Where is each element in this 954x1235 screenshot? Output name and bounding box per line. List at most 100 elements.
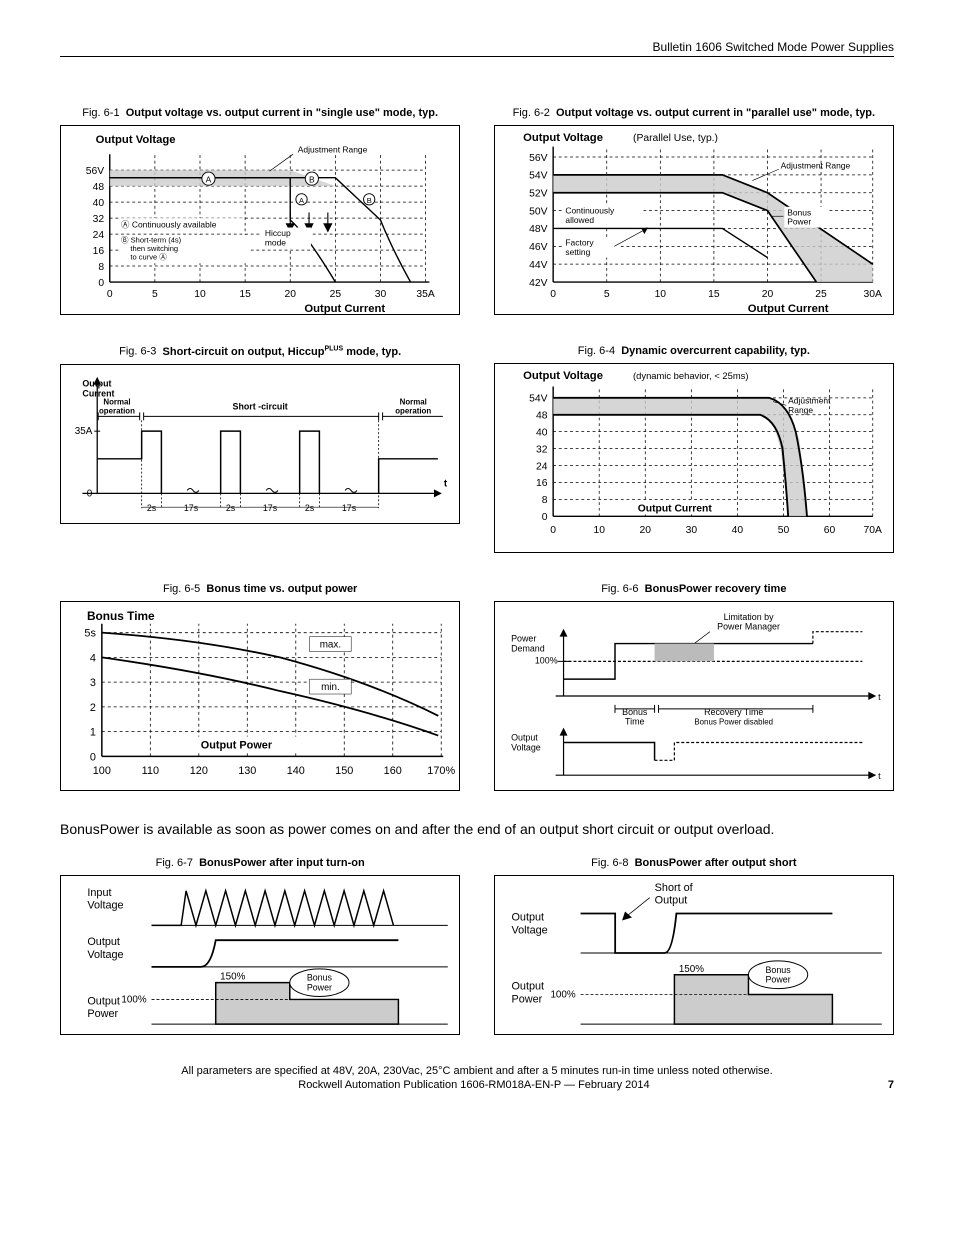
- svg-text:Power: Power: [87, 1008, 118, 1020]
- svg-text:42V: 42V: [529, 278, 547, 289]
- fig67-caption: Fig. 6-7 BonusPower after input turn-on: [60, 857, 460, 869]
- svg-text:25: 25: [330, 289, 342, 300]
- svg-text:56V: 56V: [86, 166, 104, 177]
- svg-text:Output Current: Output Current: [747, 303, 828, 314]
- svg-text:150%: 150%: [220, 972, 245, 983]
- svg-text:Output Current: Output Current: [304, 303, 385, 314]
- svg-text:Output: Output: [511, 733, 538, 743]
- svg-text:Bonus: Bonus: [307, 973, 333, 983]
- svg-text:10: 10: [654, 289, 666, 300]
- svg-text:110: 110: [142, 765, 159, 777]
- svg-text:15: 15: [239, 289, 251, 300]
- fig65-chart: Bonus Time 0 1 2 3 4 5s: [60, 601, 460, 791]
- svg-text:130: 130: [238, 765, 256, 777]
- svg-text:Power Manager: Power Manager: [717, 622, 780, 632]
- svg-text:Output: Output: [87, 995, 120, 1007]
- svg-text:Output Current: Output Current: [637, 504, 712, 515]
- svg-text:24: 24: [93, 230, 105, 241]
- svg-text:Output: Output: [87, 936, 120, 948]
- svg-text:2s: 2s: [305, 503, 315, 513]
- fig64-chart: Output Voltage (dynamic behavior, < 25ms…: [494, 363, 894, 553]
- svg-text:0: 0: [87, 488, 93, 499]
- svg-text:operation: operation: [99, 406, 135, 415]
- svg-text:30: 30: [685, 525, 697, 536]
- svg-text:70A: 70A: [863, 525, 881, 536]
- svg-text:35A: 35A: [75, 426, 93, 437]
- svg-text:140: 140: [287, 765, 305, 777]
- svg-text:50: 50: [777, 525, 789, 536]
- svg-text:Normal: Normal: [103, 397, 130, 406]
- svg-text:max.: max.: [320, 640, 341, 651]
- svg-text:24: 24: [536, 461, 548, 472]
- svg-text:1: 1: [90, 727, 96, 739]
- svg-text:Time: Time: [625, 717, 644, 727]
- svg-text:Adjustment Range: Adjustment Range: [298, 144, 368, 154]
- svg-text:Bonus: Bonus: [622, 707, 648, 717]
- fig61-caption: Fig. 6-1 Output voltage vs. output curre…: [60, 107, 460, 119]
- svg-text:44V: 44V: [529, 260, 547, 271]
- svg-text:t: t: [444, 478, 448, 489]
- svg-text:17s: 17s: [342, 503, 357, 513]
- svg-text:Output: Output: [511, 911, 544, 923]
- svg-text:15: 15: [708, 289, 720, 300]
- svg-text:Short of: Short of: [654, 882, 693, 894]
- fig63-caption: Fig. 6-3 Short-circuit on output, Hiccup…: [60, 345, 460, 358]
- svg-text:t: t: [878, 692, 881, 702]
- svg-text:8: 8: [98, 262, 104, 273]
- svg-text:Voltage: Voltage: [87, 949, 123, 961]
- fig67-chart: Input Voltage Output Voltage Output Powe…: [60, 875, 460, 1035]
- svg-text:to curve Ⓐ: to curve Ⓐ: [130, 252, 167, 261]
- svg-text:Power: Power: [765, 975, 790, 985]
- footer-note: All parameters are specified at 48V, 20A…: [60, 1065, 894, 1077]
- svg-text:Adjustment Range: Adjustment Range: [780, 160, 850, 170]
- header-title: Bulletin 1606 Switched Mode Power Suppli…: [653, 40, 894, 54]
- fig66-chart: Limitation by Power Manager Power Demand…: [494, 601, 894, 791]
- svg-text:2s: 2s: [147, 503, 157, 513]
- svg-text:2s: 2s: [226, 503, 236, 513]
- svg-text:4: 4: [90, 652, 96, 664]
- svg-text:100%: 100%: [550, 989, 575, 1000]
- bonus-power-text: BonusPower is available as soon as power…: [60, 821, 894, 837]
- fig61-chart: Output Voltage 0 8 16 24 32 40 48 56V: [60, 125, 460, 315]
- svg-text:5s: 5s: [84, 628, 96, 640]
- svg-text:Power: Power: [307, 983, 332, 993]
- fig62-chart: Output Voltage (Parallel Use, typ.) 42V …: [494, 125, 894, 315]
- svg-text:48V: 48V: [529, 224, 547, 235]
- fig64-caption: Fig. 6-4 Dynamic overcurrent capability,…: [494, 345, 894, 357]
- svg-text:Output Voltage: Output Voltage: [523, 132, 603, 144]
- svg-text:150: 150: [335, 765, 353, 777]
- svg-text:5: 5: [604, 289, 610, 300]
- svg-text:mode: mode: [265, 237, 286, 247]
- svg-text:Ⓐ Continuously available: Ⓐ Continuously available: [121, 220, 217, 230]
- svg-text:2: 2: [90, 702, 96, 714]
- svg-text:100%: 100%: [121, 994, 146, 1005]
- svg-text:54V: 54V: [529, 394, 547, 405]
- svg-text:setting: setting: [565, 247, 590, 257]
- svg-text:operation: operation: [395, 406, 431, 415]
- svg-text:20: 20: [639, 525, 651, 536]
- figure-row-2: Fig. 6-3 Short-circuit on output, Hiccup…: [60, 345, 894, 553]
- svg-text:Output: Output: [654, 895, 687, 907]
- svg-text:Voltage: Voltage: [511, 924, 547, 936]
- svg-text:17s: 17s: [184, 503, 199, 513]
- svg-text:48: 48: [536, 411, 548, 422]
- svg-text:56V: 56V: [529, 153, 547, 164]
- fig62-caption: Fig. 6-2 Output voltage vs. output curre…: [494, 107, 894, 119]
- svg-text:25: 25: [815, 289, 827, 300]
- svg-text:46V: 46V: [529, 242, 547, 253]
- fig-6-7: Fig. 6-7 BonusPower after input turn-on …: [60, 857, 460, 1035]
- svg-text:Limitation by: Limitation by: [723, 612, 773, 622]
- svg-text:0: 0: [550, 289, 556, 300]
- svg-text:Voltage: Voltage: [87, 900, 123, 912]
- fig65-caption: Fig. 6-5 Bonus time vs. output power: [60, 583, 460, 595]
- svg-text:Demand: Demand: [511, 643, 545, 653]
- svg-text:3: 3: [90, 677, 96, 689]
- svg-text:150%: 150%: [679, 964, 704, 975]
- svg-text:30A: 30A: [863, 289, 881, 300]
- fig-6-6: Fig. 6-6 BonusPower recovery time Limita…: [494, 583, 894, 791]
- page-number: 7: [888, 1079, 894, 1091]
- figure-row-1: Fig. 6-1 Output voltage vs. output curre…: [60, 107, 894, 315]
- svg-text:Range: Range: [788, 405, 813, 415]
- fig68-chart: Short of Output Output Voltage Output Po…: [494, 875, 894, 1035]
- svg-text:Normal: Normal: [400, 397, 427, 406]
